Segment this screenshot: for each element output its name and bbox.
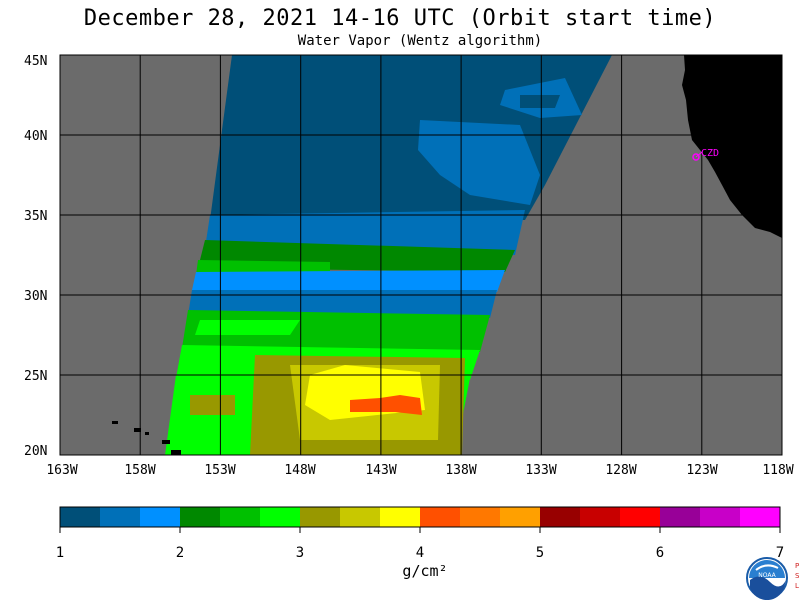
logo-letter: L xyxy=(795,582,799,590)
colorbar-swatch xyxy=(740,507,781,527)
colorbar-swatch xyxy=(620,507,661,527)
map-title: December 28, 2021 14-16 UTC (Orbit start… xyxy=(83,6,717,31)
svg-text:NOAA: NOAA xyxy=(758,572,776,579)
colorbar-swatch xyxy=(700,507,741,527)
map-subtitle: Water Vapor (Wentz algorithm) xyxy=(297,33,543,49)
lat-label: 35N xyxy=(24,209,47,224)
colorbar-tick-label: 7 xyxy=(776,545,784,561)
lon-label: 143W xyxy=(365,463,396,478)
lon-label: 163W xyxy=(46,463,77,478)
colorbar-swatch xyxy=(140,507,181,527)
map-frame xyxy=(59,54,783,456)
colorbar-swatch xyxy=(260,507,301,527)
colorbar-swatch xyxy=(540,507,581,527)
station-label: CZD xyxy=(701,148,719,159)
logo-letter: S xyxy=(795,572,800,580)
noaa-logo-icon: NOAA P S L xyxy=(746,557,800,600)
colorbar-swatch xyxy=(380,507,421,527)
hawaiian-islands xyxy=(112,421,181,455)
colorbar xyxy=(60,507,781,527)
colorbar-swatch xyxy=(580,507,621,527)
lon-label: 158W xyxy=(124,463,155,478)
colorbar-tick-label: 2 xyxy=(176,545,184,561)
colorbar-ticks: 1 2 3 4 5 6 7 xyxy=(56,527,784,561)
colorbar-swatch xyxy=(60,507,101,527)
colorbar-unit: g/cm² xyxy=(402,562,448,580)
colorbar-tick-label: 5 xyxy=(536,545,544,561)
colorbar-tick-label: 4 xyxy=(416,545,424,561)
logo-letter: P xyxy=(795,562,799,570)
north-america-land xyxy=(682,55,782,238)
lat-label: 25N xyxy=(24,369,47,384)
lat-labels: 45N 40N 35N 30N 25N 20N xyxy=(24,54,47,459)
colorbar-swatch xyxy=(500,507,541,527)
colorbar-tick-label: 1 xyxy=(56,545,64,561)
colorbar-swatch xyxy=(340,507,381,527)
station-marker: CZD xyxy=(692,148,719,161)
colorbar-tick-label: 3 xyxy=(296,545,304,561)
lat-label: 45N xyxy=(24,54,47,69)
lon-label: 138W xyxy=(445,463,476,478)
lat-label: 40N xyxy=(24,129,47,144)
lon-label: 153W xyxy=(204,463,235,478)
colorbar-swatch xyxy=(220,507,261,527)
colorbar-swatch xyxy=(460,507,501,527)
lon-label: 148W xyxy=(284,463,315,478)
colorbar-swatch xyxy=(660,507,701,527)
lat-label: 30N xyxy=(24,289,47,304)
lat-label: 20N xyxy=(24,444,47,459)
lon-label: 118W xyxy=(762,463,793,478)
colorbar-swatch xyxy=(420,507,461,527)
lon-label: 123W xyxy=(686,463,717,478)
colorbar-swatch xyxy=(300,507,341,527)
colorbar-swatch xyxy=(180,507,221,527)
lon-labels: 163W 158W 153W 148W 143W 138W 133W 128W … xyxy=(46,463,793,478)
colorbar-tick-label: 6 xyxy=(656,545,664,561)
graticule xyxy=(60,55,782,455)
lon-label: 128W xyxy=(605,463,636,478)
lon-label: 133W xyxy=(525,463,556,478)
colorbar-swatch xyxy=(100,507,141,527)
satellite-swath xyxy=(165,55,612,455)
